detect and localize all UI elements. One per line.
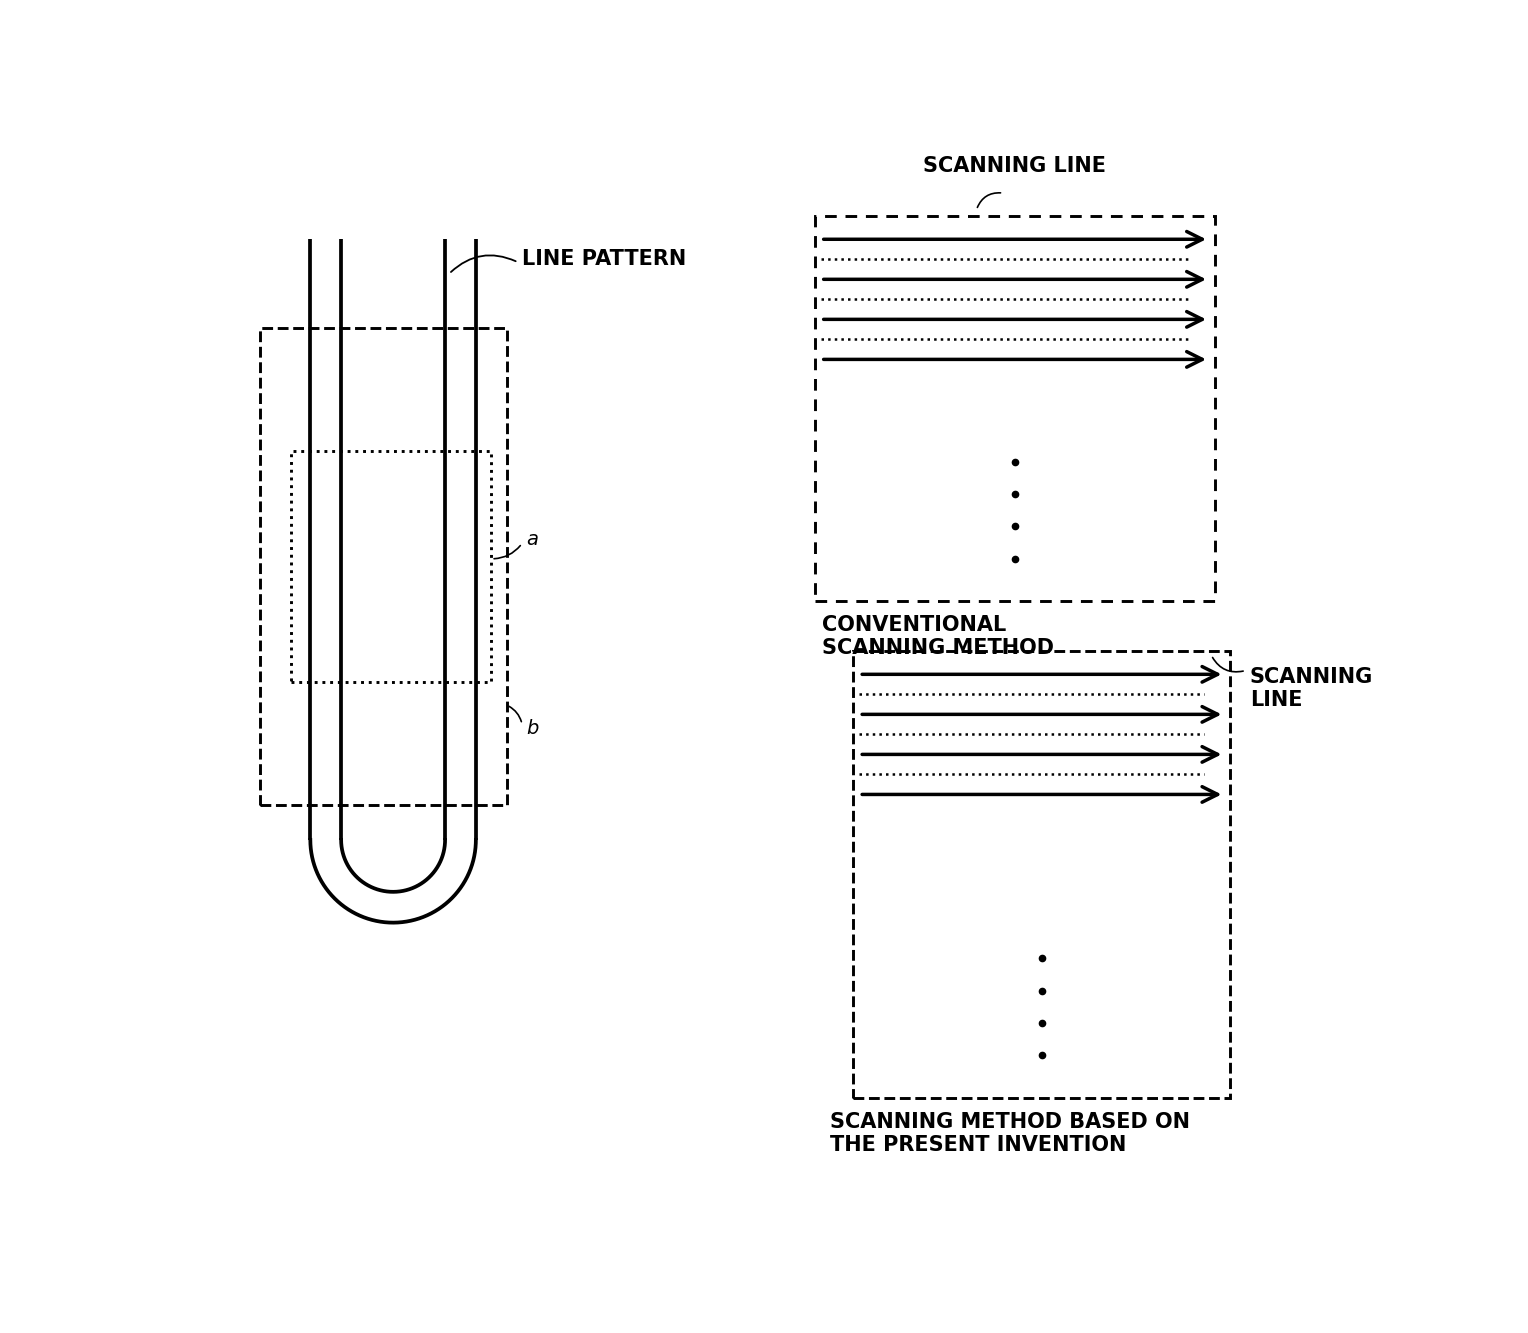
Text: SCANNING LINE: SCANNING LINE	[923, 156, 1106, 176]
Text: CONVENTIONAL
SCANNING METHOD: CONVENTIONAL SCANNING METHOD	[822, 615, 1054, 659]
Text: b: b	[526, 718, 538, 737]
Text: SCANNING
LINE: SCANNING LINE	[1250, 666, 1374, 709]
Text: a: a	[526, 531, 538, 549]
Text: SCANNING METHOD BASED ON
THE PRESENT INVENTION: SCANNING METHOD BASED ON THE PRESENT INV…	[830, 1112, 1190, 1154]
Text: LINE PATTERN: LINE PATTERN	[523, 248, 686, 268]
